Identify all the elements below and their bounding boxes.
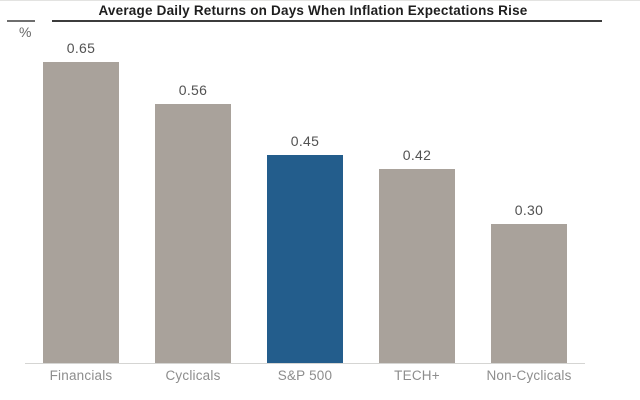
bar-column-financials: 0.65 [25, 41, 137, 363]
category-axis-labels: Financials Cyclicals S&P 500 TECH+ Non-Cycli… [25, 368, 585, 383]
bar-value-label: 0.30 [514, 202, 544, 218]
bar-s-p-500 [267, 155, 343, 363]
unit-axis-rule [7, 20, 35, 22]
category-label-non-cyclicals: Non-Cyclicals [486, 368, 572, 383]
category-label-cyclicals: Cyclicals [165, 368, 221, 383]
title-underline [52, 20, 602, 22]
plot-area: 0.65 0.56 0.45 0.42 0.30 [25, 21, 585, 364]
category-label-s-p-500: S&P 500 [277, 368, 333, 383]
category-label-tech: TECH+ [394, 368, 440, 383]
bar-value-label: 0.42 [402, 147, 432, 163]
bars-container: 0.65 0.56 0.45 0.42 0.30 [25, 21, 585, 363]
bar-column-non-cyclicals: 0.30 [473, 203, 585, 363]
bar-value-label: 0.45 [290, 133, 320, 149]
bar-financials [43, 62, 119, 363]
bar-cyclicals [155, 104, 231, 363]
bar-non-cyclicals [491, 224, 567, 363]
bar-tech [379, 169, 455, 363]
chart-title: Average Daily Returns on Days When Infla… [98, 3, 528, 18]
category-label-financials: Financials [49, 368, 113, 383]
bar-value-label: 0.56 [178, 82, 208, 98]
y-axis-unit-label: % [19, 24, 32, 40]
bar-value-label: 0.65 [66, 40, 96, 56]
bar-column-cyclicals: 0.56 [137, 83, 249, 363]
bar-column-tech: 0.42 [361, 148, 473, 363]
bar-column-s-p-500: 0.45 [249, 134, 361, 363]
